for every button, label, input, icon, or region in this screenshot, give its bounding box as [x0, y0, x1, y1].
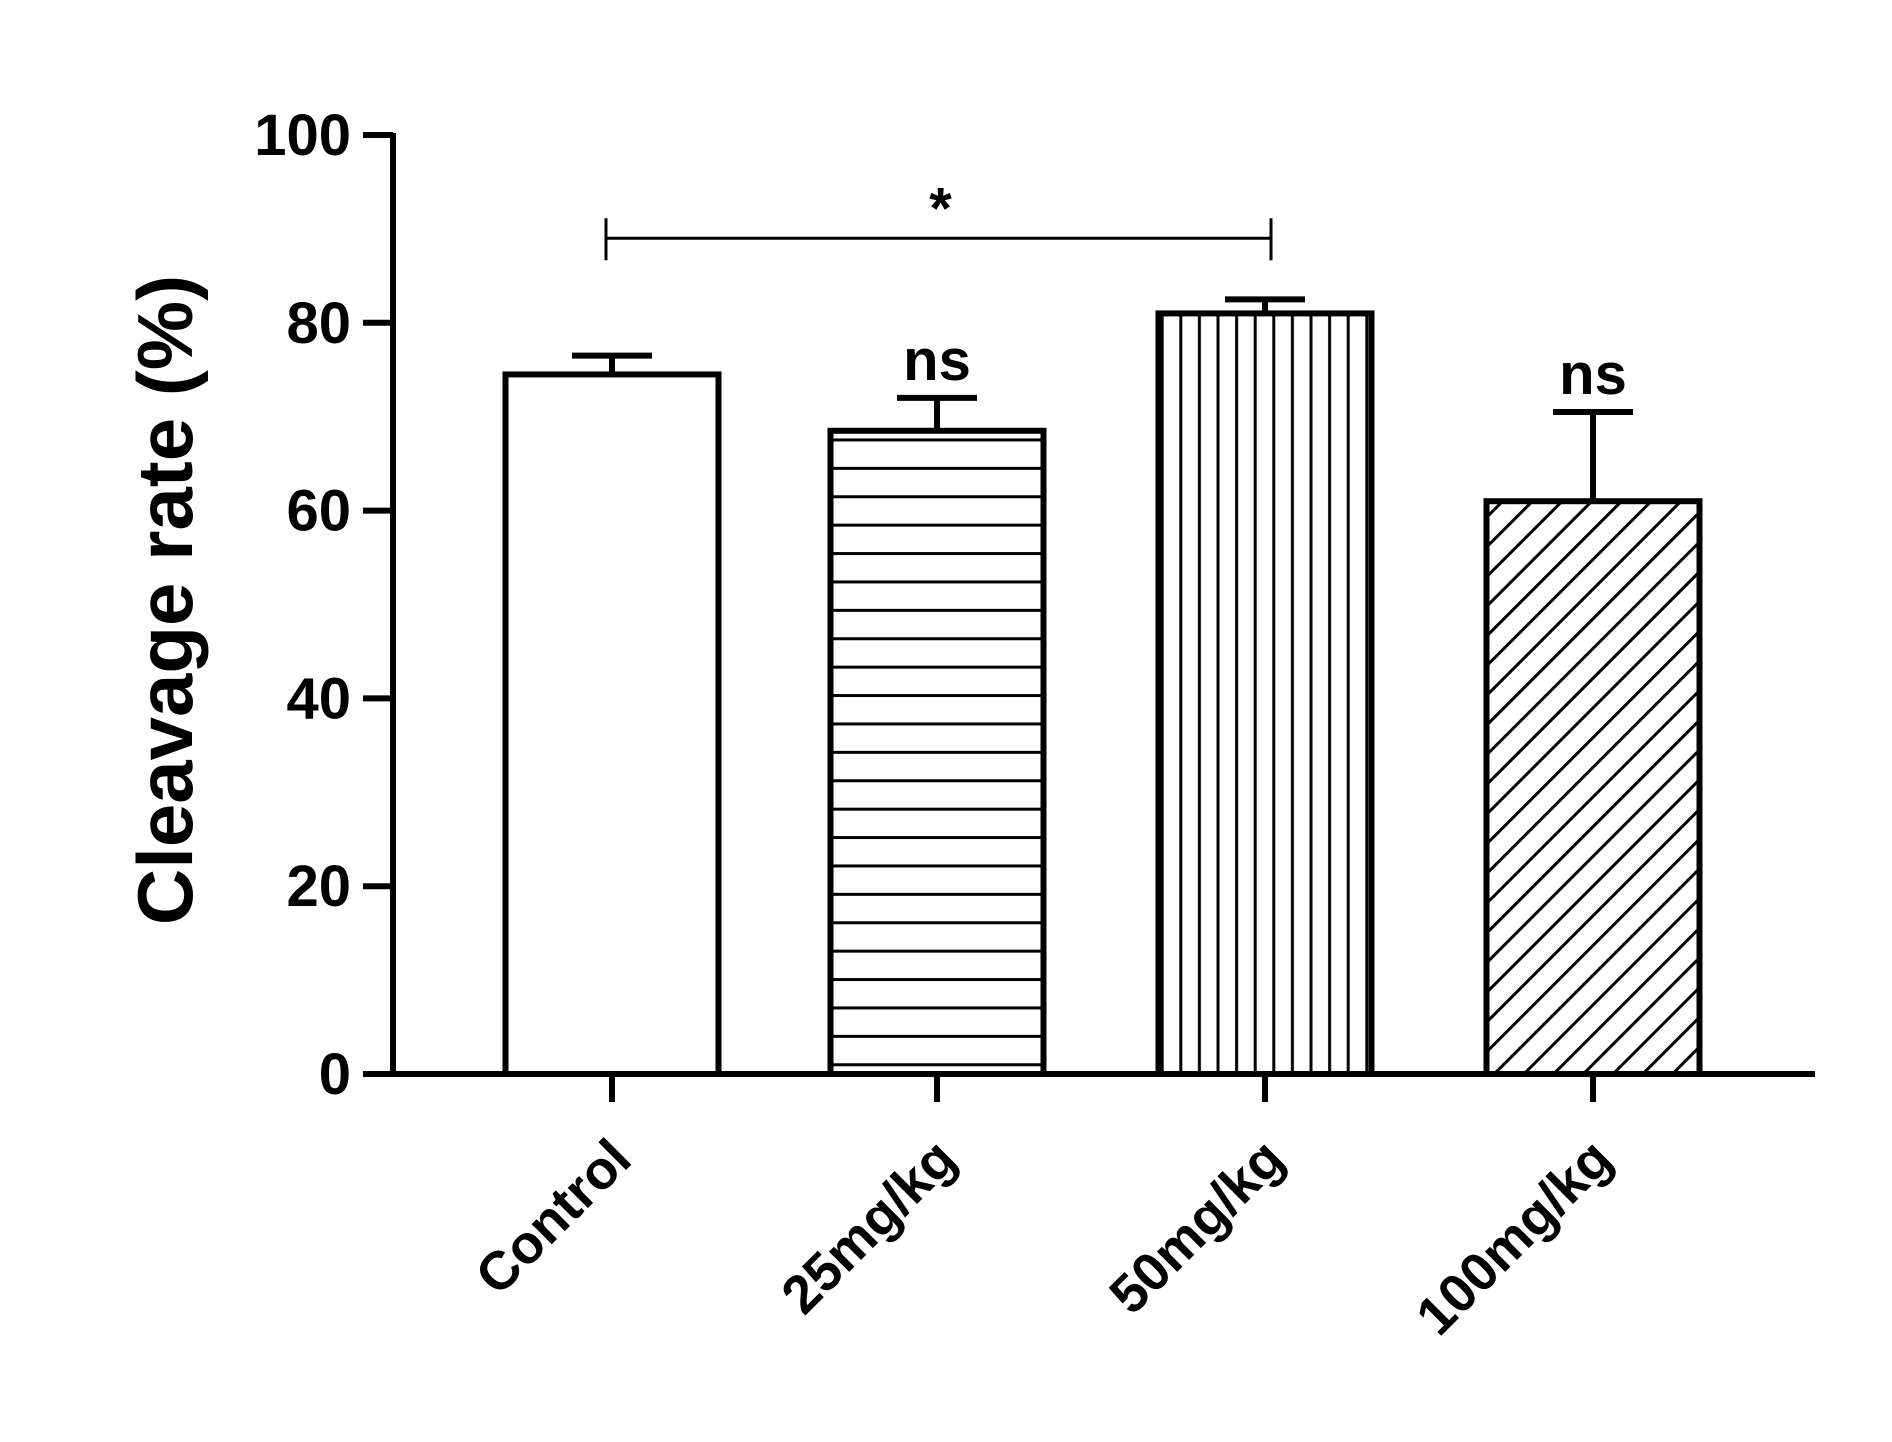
x-category-label: 50mg/kg: [1098, 1128, 1295, 1325]
y-tick-label: 100: [254, 103, 351, 168]
significance-star: *: [929, 176, 952, 241]
significance-label: ns: [1559, 342, 1627, 407]
x-category-label: 25mg/kg: [770, 1128, 967, 1325]
significance-label: ns: [903, 328, 971, 393]
y-tick-label: 20: [286, 854, 351, 919]
bar-100mg-kg: [1483, 498, 1703, 1077]
plot-area: 0 20 40 60 80 100 Control 25mg/kg ns 50mg/kg 100mg…: [254, 103, 1815, 1347]
y-tick-label: 0: [319, 1042, 351, 1107]
bar-control: [502, 371, 722, 1077]
x-category-label: Control: [464, 1128, 642, 1306]
y-tick-label: 40: [286, 666, 351, 731]
bar-25mg-kg: [827, 427, 1047, 1078]
bar-50mg-kg: [1155, 310, 1375, 1078]
y-tick-label: 80: [286, 291, 351, 356]
y-axis-title: Cleavage rate (%): [121, 275, 209, 925]
y-tick-label: 60: [286, 479, 351, 544]
x-category-label: 100mg/kg: [1405, 1128, 1624, 1347]
